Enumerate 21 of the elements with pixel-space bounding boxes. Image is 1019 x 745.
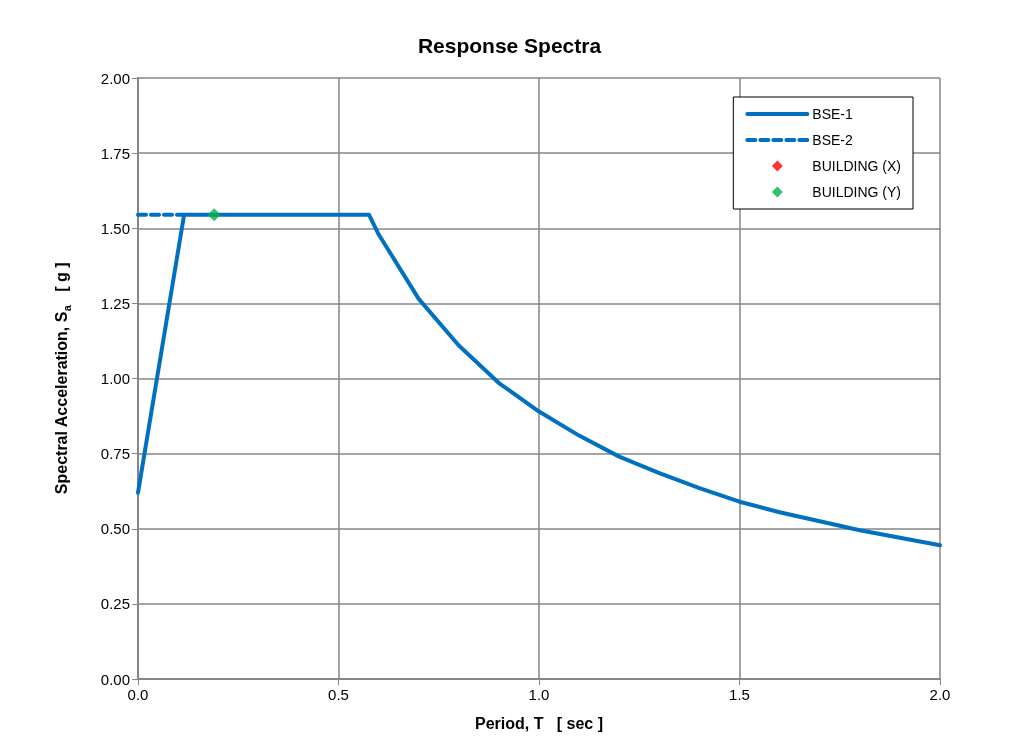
y-tick-label: 0.75 <box>100 445 130 463</box>
x-tick-label: 0.5 <box>328 686 349 703</box>
x-tick-label: 0.0 <box>127 686 149 703</box>
y-tick-label: 1.00 <box>100 370 130 387</box>
y-tick-label: 1.25 <box>100 294 130 312</box>
text: Spectral Acceleration, Sa [ g ] <box>53 262 73 495</box>
x-axis-title: Period, T [ sec ] <box>474 714 604 732</box>
legend-label: BSE-2 <box>812 132 853 148</box>
y-tick-label: 2.00 <box>100 69 130 87</box>
y-tick-label: 1.75 <box>100 144 130 162</box>
legend-label: BUILDING (Y) <box>812 184 902 200</box>
y-tick-label: 0.50 <box>100 520 130 538</box>
y-tick-label: 0.00 <box>100 670 130 688</box>
y-tick-label: 0.25 <box>100 595 130 613</box>
legend-label: BSE-1 <box>812 106 853 122</box>
x-tick-label: 1.5 <box>729 686 750 703</box>
chart-title: Response Spectra <box>417 34 602 57</box>
x-tick-label: 2.0 <box>929 686 951 703</box>
y-tick-label: 1.50 <box>100 219 130 237</box>
legend-label: BUILDING (X) <box>812 158 902 174</box>
x-tick-label: 1.0 <box>528 686 550 703</box>
